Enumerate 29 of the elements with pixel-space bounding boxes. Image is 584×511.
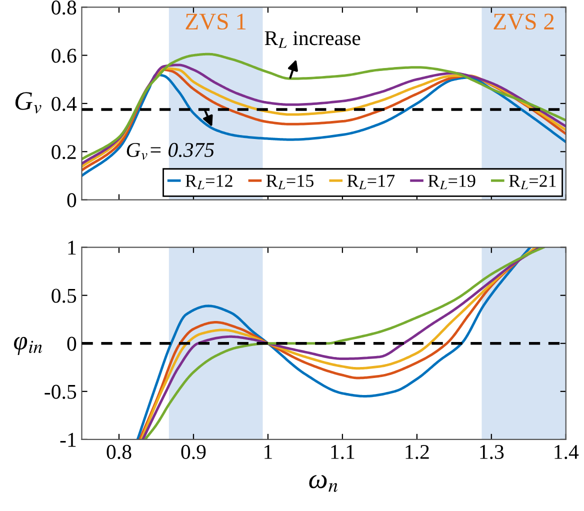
legend-label: R$_{L}$=17 bbox=[347, 174, 395, 190]
x-tick-label: 1.3 bbox=[480, 444, 504, 460]
annotation: R$_{L}$ increase bbox=[264, 31, 360, 48]
x-tick-label: 1 bbox=[264, 445, 272, 459]
y-tick-label: 1 bbox=[68, 240, 76, 255]
band-label: ZVS 1 bbox=[186, 14, 246, 30]
x-tick-label: 0.8 bbox=[106, 444, 132, 460]
y-tick-label: 0.5 bbox=[52, 288, 76, 303]
y-tick-label: 0 bbox=[67, 336, 76, 351]
y-axis-title: G$_{v}$ bbox=[15, 92, 42, 114]
x-tick-label: 1.2 bbox=[406, 444, 429, 460]
x-tick-label: 1.4 bbox=[554, 445, 579, 460]
y-tick-label: -1 bbox=[60, 432, 76, 447]
x-tick-label: 1.1 bbox=[331, 445, 354, 460]
y-tick-label: 0.6 bbox=[52, 48, 76, 63]
legend-label: R$_{L}$=15 bbox=[266, 174, 314, 190]
y-tick-label: -0.5 bbox=[44, 384, 76, 399]
legend-label: R$_{L}$=12 bbox=[185, 174, 232, 190]
y-tick-label: 0.8 bbox=[52, 0, 76, 15]
band-label: ZVS 2 bbox=[494, 14, 554, 30]
y-tick-label: 0 bbox=[67, 193, 76, 208]
y-tick-label: 0.2 bbox=[52, 145, 76, 160]
y-axis-title: φ$_{in}$ bbox=[14, 336, 42, 355]
x-tick-label: 0.9 bbox=[181, 444, 206, 460]
legend-label: G$_{v}$= 0.375 bbox=[126, 142, 214, 160]
legend-label: R$_{L}$=19 bbox=[428, 174, 476, 190]
legend-label: R$_{L}$=21 bbox=[509, 174, 556, 190]
y-tick-label: 0.4 bbox=[52, 96, 77, 111]
x-axis-title: ω$_{n}$ bbox=[309, 474, 338, 492]
